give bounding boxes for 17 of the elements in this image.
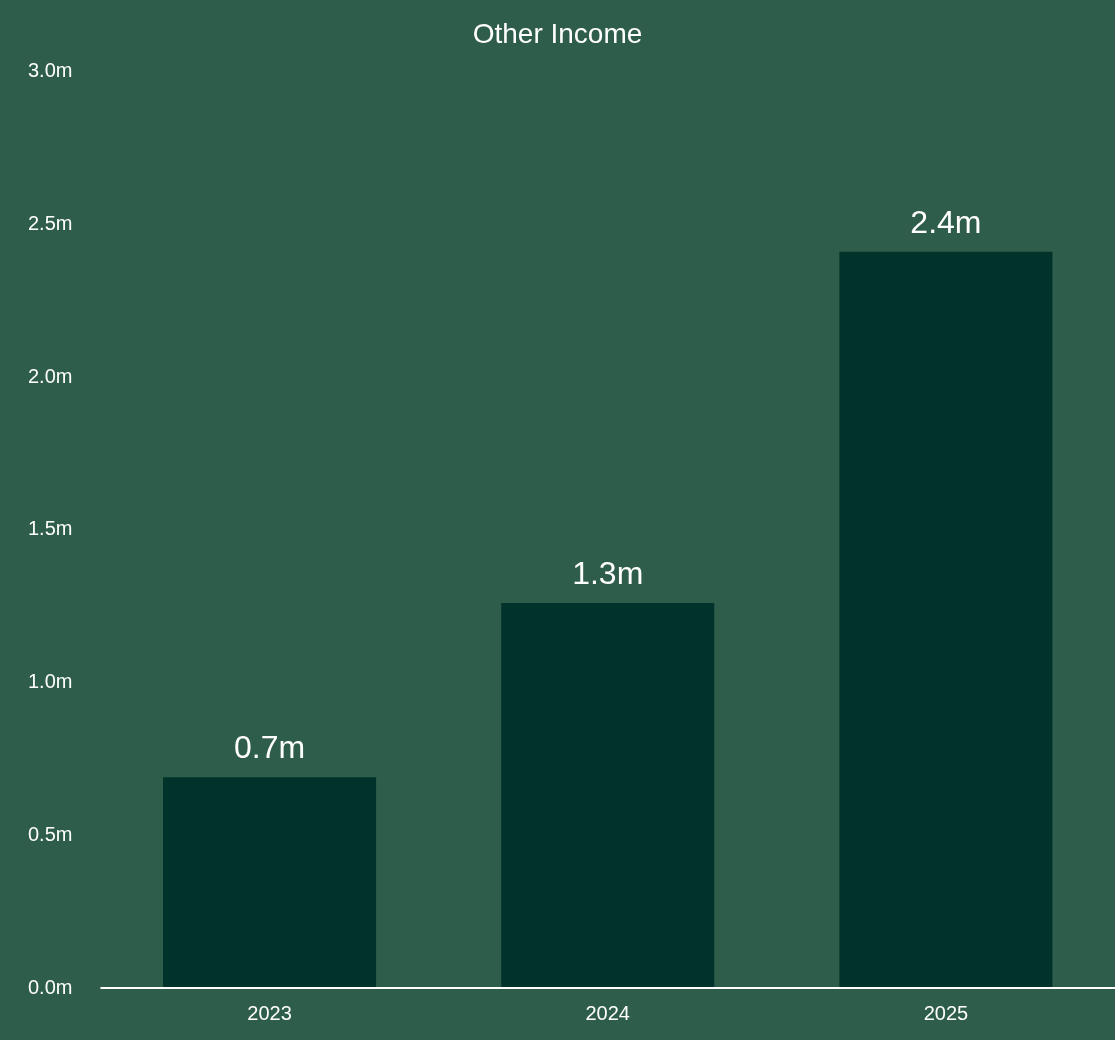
bar: [839, 251, 1053, 988]
y-tick-label: 2.5m: [27, 211, 73, 234]
x-tick-label: 2024: [585, 1001, 630, 1024]
bar: [163, 777, 377, 988]
y-tick-label: 0.0m: [27, 975, 73, 998]
data-label: 2.4m: [910, 203, 982, 240]
y-tick-label: 1.0m: [27, 670, 73, 693]
y-tick-label: 2.0m: [27, 364, 73, 387]
y-tick-label: 3.0m: [27, 59, 73, 82]
data-label: 1.3m: [572, 554, 644, 591]
data-label: 0.7m: [233, 729, 306, 766]
x-tick-label: 2025: [923, 1001, 969, 1024]
bar: [501, 603, 715, 988]
y-tick-label: 0.5m: [27, 822, 73, 845]
x-tick-label: 2023: [247, 1001, 292, 1024]
y-tick-label: 1.5m: [27, 517, 73, 540]
chart-title: Other Income: [472, 17, 643, 49]
